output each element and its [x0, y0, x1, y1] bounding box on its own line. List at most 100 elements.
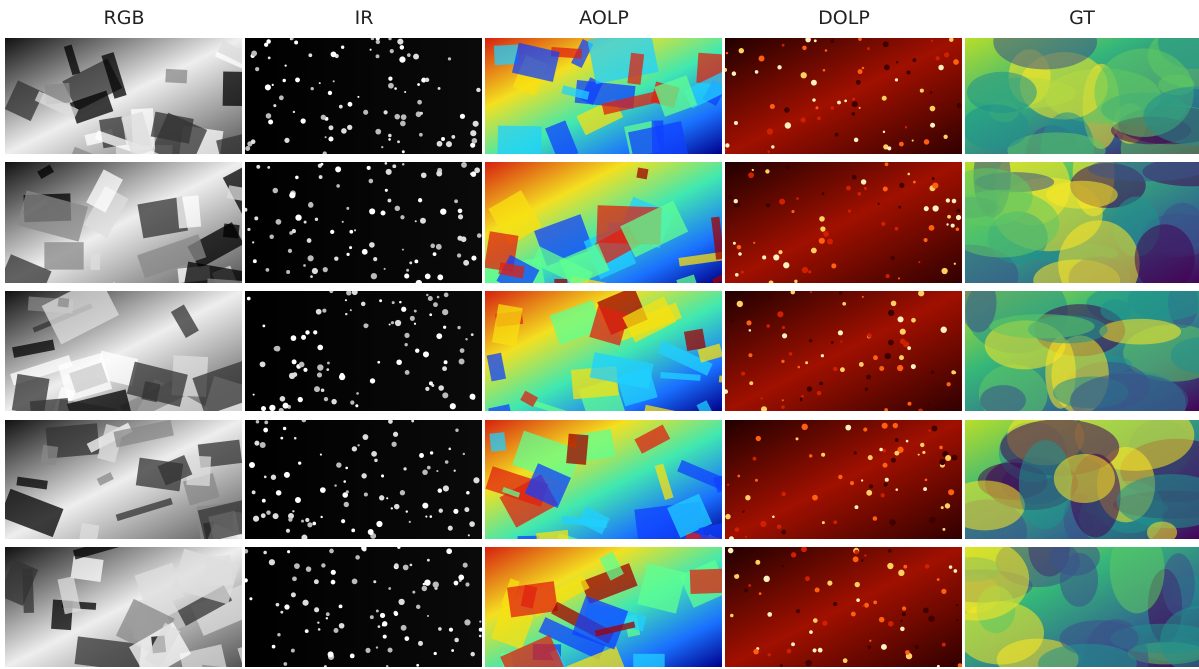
speckle: [765, 169, 769, 173]
speckle: [476, 88, 480, 92]
image-panel: [485, 287, 748, 444]
speckle: [862, 296, 864, 298]
speckle: [941, 327, 947, 333]
speckle: [273, 513, 279, 519]
speckle: [402, 249, 404, 251]
speckle: [346, 490, 349, 493]
speckle: [831, 263, 836, 268]
speckle: [887, 563, 893, 569]
speckle: [405, 370, 410, 375]
speckle: [263, 428, 268, 433]
speckle: [820, 226, 825, 231]
speckle: [280, 611, 283, 614]
speckle: [365, 648, 370, 653]
speckle: [881, 222, 885, 226]
speckle: [923, 487, 927, 491]
speckle: [335, 166, 341, 172]
speckle: [401, 625, 407, 631]
speckle: [376, 646, 378, 648]
speckle: [724, 149, 726, 151]
speckle: [422, 586, 428, 592]
speckle: [385, 162, 388, 165]
speckle: [295, 176, 299, 180]
speckle: [266, 113, 272, 119]
speckle: [376, 521, 382, 527]
speckle: [461, 236, 467, 242]
speckle: [312, 522, 316, 526]
speckle: [355, 404, 358, 407]
speckle: [260, 361, 266, 367]
speckle: [404, 636, 409, 641]
speckle: [937, 665, 940, 668]
speckle: [401, 307, 406, 312]
speckle: [852, 175, 857, 180]
speckle: [760, 521, 766, 527]
speckle: [266, 510, 271, 515]
speckle: [873, 516, 878, 521]
speckle: [409, 521, 411, 523]
speckle: [787, 649, 792, 654]
speckle: [867, 47, 870, 50]
speckle: [957, 103, 962, 108]
speckle: [454, 199, 458, 203]
speckle: [929, 225, 935, 231]
speckle: [939, 446, 943, 450]
speckle: [781, 492, 786, 497]
speckle: [729, 536, 734, 541]
speckle: [778, 250, 782, 254]
depth-region: [1100, 299, 1131, 321]
speckle: [291, 649, 295, 653]
speckle: [370, 49, 372, 51]
speckle: [394, 504, 400, 510]
speckle: [822, 621, 827, 626]
speckle: [891, 256, 895, 260]
speckle: [317, 364, 323, 370]
shape: [223, 224, 240, 239]
speckle: [323, 267, 328, 272]
speckle: [952, 199, 957, 204]
speckle: [912, 140, 914, 142]
speckle: [368, 529, 374, 535]
speckle: [737, 475, 740, 478]
speckle: [949, 565, 952, 568]
speckle: [400, 45, 404, 49]
speckle: [852, 112, 856, 116]
speckle: [406, 510, 408, 512]
speckle: [936, 56, 940, 60]
speckle: [797, 366, 800, 369]
speckle: [822, 521, 825, 524]
speckle: [938, 65, 943, 70]
speckle: [442, 392, 448, 398]
speckle: [386, 665, 388, 667]
speckle: [920, 89, 924, 93]
speckle: [759, 56, 765, 62]
speckle: [321, 563, 325, 567]
speckle: [881, 493, 885, 497]
speckle: [294, 563, 300, 569]
panel-background: [725, 38, 962, 154]
speckle: [814, 39, 817, 42]
speckle: [840, 341, 842, 343]
speckle: [918, 409, 923, 414]
speckle: [285, 65, 287, 67]
speckle: [382, 624, 385, 627]
speckle: [386, 169, 392, 175]
speckle: [898, 206, 901, 209]
speckle: [838, 330, 843, 335]
speckle: [951, 224, 955, 228]
speckle: [893, 423, 898, 428]
speckle: [352, 578, 358, 584]
speckle: [283, 662, 287, 666]
speckle: [801, 546, 807, 552]
speckle: [777, 524, 782, 529]
speckle: [457, 326, 460, 329]
speckle: [809, 454, 812, 457]
speckle: [436, 244, 442, 250]
speckle: [329, 125, 334, 130]
speckle: [914, 645, 919, 650]
speckle: [269, 405, 275, 411]
speckle: [336, 184, 340, 188]
speckle: [346, 253, 349, 256]
speckle: [247, 228, 250, 231]
speckle: [320, 163, 323, 166]
